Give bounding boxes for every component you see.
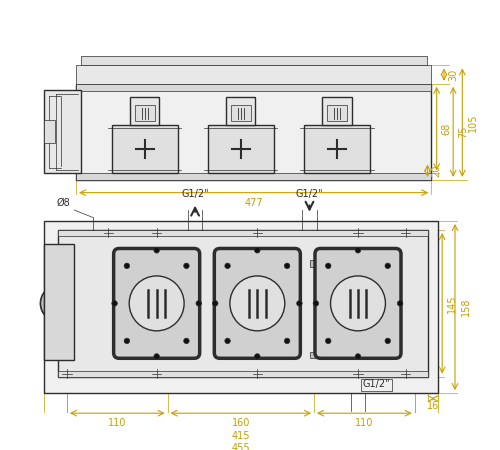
Circle shape bbox=[54, 253, 63, 262]
Bar bbox=[44, 221, 438, 393]
Circle shape bbox=[284, 263, 290, 269]
Text: 455: 455 bbox=[232, 443, 250, 450]
FancyBboxPatch shape bbox=[214, 248, 300, 358]
Bar bbox=[76, 172, 431, 180]
Circle shape bbox=[274, 159, 278, 164]
Text: 75: 75 bbox=[458, 126, 468, 138]
Circle shape bbox=[136, 105, 153, 121]
Circle shape bbox=[204, 134, 208, 138]
Circle shape bbox=[274, 134, 278, 138]
Circle shape bbox=[204, 159, 208, 164]
Text: 477: 477 bbox=[244, 198, 263, 208]
Text: 20: 20 bbox=[431, 165, 441, 177]
Circle shape bbox=[54, 328, 63, 337]
Circle shape bbox=[124, 263, 130, 269]
Circle shape bbox=[326, 338, 331, 344]
Circle shape bbox=[385, 263, 390, 269]
FancyBboxPatch shape bbox=[315, 248, 401, 358]
Circle shape bbox=[355, 248, 360, 253]
Circle shape bbox=[108, 159, 112, 164]
Circle shape bbox=[40, 285, 77, 322]
Circle shape bbox=[220, 129, 261, 169]
Circle shape bbox=[140, 144, 149, 153]
Circle shape bbox=[225, 338, 230, 344]
Circle shape bbox=[355, 354, 360, 359]
Bar bbox=[44, 244, 74, 360]
Bar bbox=[44, 120, 55, 143]
FancyBboxPatch shape bbox=[114, 248, 200, 358]
Bar bbox=[310, 261, 317, 267]
Bar bbox=[44, 90, 80, 173]
Bar bbox=[360, 379, 392, 391]
Circle shape bbox=[54, 270, 63, 278]
Text: Ø8: Ø8 bbox=[56, 198, 70, 208]
Text: 30: 30 bbox=[448, 68, 458, 81]
Text: G1/2": G1/2" bbox=[182, 189, 209, 199]
Bar bbox=[76, 65, 431, 84]
Circle shape bbox=[296, 301, 302, 306]
Circle shape bbox=[313, 301, 318, 306]
Bar bbox=[58, 230, 428, 236]
Circle shape bbox=[225, 263, 230, 269]
Circle shape bbox=[184, 263, 189, 269]
Bar bbox=[76, 84, 431, 180]
Circle shape bbox=[177, 159, 182, 164]
Circle shape bbox=[332, 144, 342, 153]
Bar bbox=[304, 125, 370, 172]
Circle shape bbox=[398, 301, 403, 306]
Bar bbox=[112, 125, 178, 172]
Circle shape bbox=[124, 338, 130, 344]
Circle shape bbox=[385, 338, 390, 344]
Text: 110: 110 bbox=[108, 418, 126, 428]
Circle shape bbox=[184, 338, 189, 344]
Circle shape bbox=[154, 248, 160, 253]
Circle shape bbox=[236, 144, 246, 153]
Bar bbox=[58, 230, 428, 377]
Bar bbox=[322, 98, 352, 125]
Circle shape bbox=[54, 345, 63, 353]
Text: 105: 105 bbox=[468, 113, 478, 132]
Circle shape bbox=[326, 263, 331, 269]
Circle shape bbox=[196, 301, 202, 306]
Circle shape bbox=[108, 134, 112, 138]
Circle shape bbox=[317, 129, 357, 169]
Bar bbox=[327, 105, 347, 121]
Circle shape bbox=[284, 338, 290, 344]
Circle shape bbox=[154, 354, 160, 359]
Text: 158: 158 bbox=[460, 298, 470, 316]
Text: G1/2": G1/2" bbox=[362, 379, 390, 389]
Bar bbox=[226, 98, 256, 125]
Circle shape bbox=[212, 301, 218, 306]
Text: 145: 145 bbox=[447, 294, 457, 313]
Circle shape bbox=[124, 129, 165, 169]
Circle shape bbox=[370, 134, 374, 138]
Circle shape bbox=[232, 105, 249, 121]
Circle shape bbox=[300, 159, 304, 164]
Circle shape bbox=[230, 276, 285, 331]
Text: 110: 110 bbox=[355, 418, 374, 428]
Bar bbox=[76, 84, 431, 91]
Bar bbox=[80, 56, 426, 65]
Bar bbox=[231, 105, 251, 121]
Circle shape bbox=[330, 276, 386, 331]
Circle shape bbox=[254, 354, 260, 359]
Circle shape bbox=[370, 159, 374, 164]
Circle shape bbox=[129, 276, 184, 331]
Circle shape bbox=[300, 134, 304, 138]
Text: 16: 16 bbox=[427, 401, 439, 411]
Circle shape bbox=[328, 105, 345, 121]
Bar bbox=[58, 371, 428, 377]
Text: 415: 415 bbox=[232, 431, 250, 441]
Bar bbox=[134, 105, 155, 121]
Text: 160: 160 bbox=[232, 418, 250, 428]
Bar bbox=[310, 352, 317, 358]
Circle shape bbox=[112, 301, 117, 306]
Bar bbox=[130, 98, 160, 125]
Text: G1/2": G1/2" bbox=[296, 189, 324, 199]
Circle shape bbox=[47, 292, 70, 315]
Circle shape bbox=[254, 248, 260, 253]
Text: 68: 68 bbox=[442, 122, 452, 135]
Circle shape bbox=[177, 134, 182, 138]
Bar bbox=[208, 125, 274, 172]
